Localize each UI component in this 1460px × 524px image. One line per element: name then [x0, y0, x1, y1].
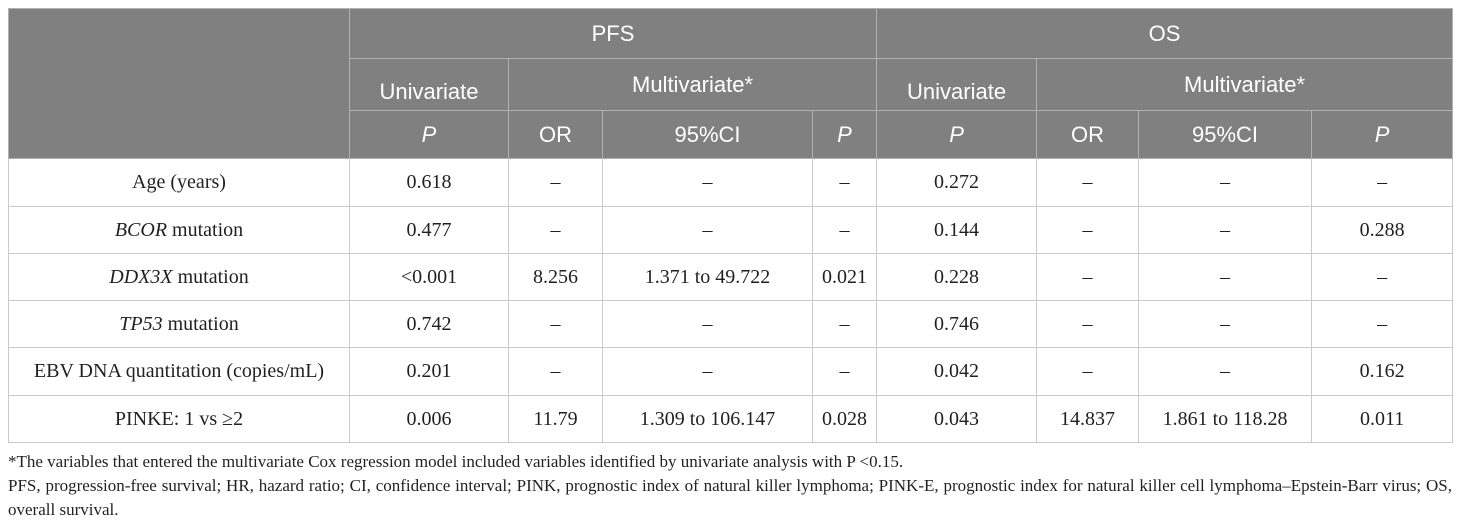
variable-cell: PINKE: 1 vs ≥2 [8, 395, 350, 443]
pfs-univariate-p-cell: 0.742 [349, 300, 509, 348]
table-row-pinke: PINKE: 1 vs ≥2 0.006 11.79 1.309 to 106.… [8, 395, 1454, 443]
pfs-95ci-cell: 1.309 to 106.147 [602, 395, 813, 443]
footnote-multivariate: *The variables that entered the multivar… [8, 452, 904, 471]
pfs-univariate-header: Univariate [349, 58, 509, 111]
os-header: OS [876, 8, 1454, 59]
pfs-multivariate-header: Multivariate* [507, 58, 878, 111]
variable-cell: BCOR mutation [8, 206, 350, 254]
pfs-95ci-cell: – [602, 300, 813, 348]
pfs-univariate-p-cell: 0.618 [349, 158, 509, 207]
pfs-95ci-cell: 1.371 to 49.722 [602, 253, 813, 301]
variable-label: PINKE: 1 vs ≥2 [114, 407, 244, 430]
os-univariate-header: Univariate [876, 58, 1038, 111]
os-95ci-cell: – [1138, 206, 1313, 254]
os-multivariate-p-cell: 0.288 [1311, 206, 1454, 254]
pfs-multivariate-p-cell: – [811, 158, 878, 207]
header-row-groups: PFS OS [8, 8, 1454, 159]
pfs-multivariate-p-header: P [811, 110, 878, 159]
os-univariate-p-cell: 0.272 [876, 158, 1038, 207]
os-or-cell: 14.837 [1036, 395, 1140, 443]
pfs-multivariate-p-cell: 0.028 [811, 395, 878, 443]
table-footnotes: *The variables that entered the multivar… [8, 450, 1452, 522]
pfs-univariate-p-cell: 0.477 [349, 206, 509, 254]
os-or-cell: – [1036, 347, 1140, 396]
pfs-or-cell: – [508, 158, 603, 207]
os-95ci-cell: – [1138, 158, 1313, 207]
pfs-or-cell: – [508, 206, 603, 254]
variable-header [8, 8, 350, 159]
table-header: PFS OS Univariate Multivariate* Univaria… [8, 8, 1454, 159]
pfs-multivariate-p-cell: – [811, 347, 878, 396]
table-row-age: Age (years) 0.618 – – – 0.272 – – – [8, 158, 1454, 207]
pfs-univariate-p-cell: 0.006 [349, 395, 509, 443]
os-univariate-p-cell: 0.043 [876, 395, 1038, 443]
pfs-95ci-cell: – [602, 206, 813, 254]
pfs-or-cell: – [508, 347, 603, 396]
variable-cell: EBV DNA quantitation (copies/mL) [8, 347, 350, 396]
variable-label: Age (years) [132, 171, 226, 193]
variable-label: mutation [167, 312, 239, 335]
pfs-multivariate-p-cell: 0.021 [811, 253, 878, 301]
variable-label: mutation [177, 265, 249, 288]
pfs-95ci-header: 95%CI [602, 110, 813, 159]
os-multivariate-p-cell: – [1311, 300, 1454, 348]
os-95ci-header: 95%CI [1138, 110, 1313, 159]
pfs-or-cell: 8.256 [508, 253, 603, 301]
pfs-or-header: OR [508, 110, 603, 159]
os-or-cell: – [1036, 300, 1140, 348]
pfs-multivariate-p-cell: – [811, 300, 878, 348]
table-body: Age (years) 0.618 – – – 0.272 – – – BCOR… [8, 158, 1454, 443]
os-95ci-cell: 1.861 to 118.28 [1138, 395, 1313, 443]
os-or-header: OR [1036, 110, 1140, 159]
pfs-95ci-cell: – [602, 347, 813, 396]
os-univariate-p-cell: 0.144 [876, 206, 1038, 254]
os-or-cell: – [1036, 253, 1140, 301]
table-row-ddx3x: DDX3X mutation <0.001 8.256 1.371 to 49.… [8, 253, 1454, 301]
table-row-bcor: BCOR mutation 0.477 – – – 0.144 – – 0.28… [8, 206, 1454, 254]
variable-cell: DDX3X mutation [8, 253, 350, 301]
os-multivariate-p-cell: – [1311, 253, 1454, 301]
os-95ci-cell: – [1138, 347, 1313, 396]
variable-label: mutation [172, 218, 244, 241]
variable-cell: TP53 mutation [8, 300, 350, 348]
table-row-ebv-dna: EBV DNA quantitation (copies/mL) 0.201 –… [8, 347, 1454, 396]
pfs-or-cell: – [508, 300, 603, 348]
os-95ci-cell: – [1138, 300, 1313, 348]
pfs-multivariate-p-cell: – [811, 206, 878, 254]
os-univariate-p-header: P [876, 110, 1038, 159]
cox-regression-table: PFS OS Univariate Multivariate* Univaria… [8, 8, 1454, 443]
gene-name: BCOR [114, 218, 168, 241]
header-row-analysis: Univariate Multivariate* Univariate Mult… [9, 58, 1454, 111]
os-multivariate-p-cell: – [1311, 158, 1454, 207]
variable-label: EBV DNA quantitation (copies/mL) [33, 360, 325, 382]
os-univariate-p-cell: 0.746 [876, 300, 1038, 348]
pfs-univariate-p-cell: 0.201 [349, 347, 509, 396]
variable-cell: Age (years) [8, 158, 350, 207]
footnote-abbreviations: PFS, progression-free survival; HR, haza… [8, 476, 1452, 519]
pfs-95ci-cell: – [602, 158, 813, 207]
os-multivariate-p-cell: 0.162 [1311, 347, 1454, 396]
os-multivariate-header: Multivariate* [1036, 58, 1454, 111]
os-univariate-p-cell: 0.228 [876, 253, 1038, 301]
os-multivariate-p-cell: 0.011 [1311, 395, 1454, 443]
os-or-cell: – [1036, 206, 1140, 254]
pfs-header: PFS [348, 8, 878, 59]
os-95ci-cell: – [1138, 253, 1313, 301]
gene-name: DDX3X [109, 265, 173, 288]
table-row-tp53: TP53 mutation 0.742 – – – 0.746 – – – [8, 300, 1454, 348]
pfs-univariate-p-cell: <0.001 [349, 253, 509, 301]
os-or-cell: – [1036, 158, 1140, 207]
pfs-univariate-p-header: P [349, 110, 509, 159]
gene-name: TP53 [119, 312, 163, 335]
os-univariate-p-cell: 0.042 [876, 347, 1038, 396]
pfs-or-cell: 11.79 [508, 395, 603, 443]
os-multivariate-p-header: P [1311, 110, 1454, 159]
